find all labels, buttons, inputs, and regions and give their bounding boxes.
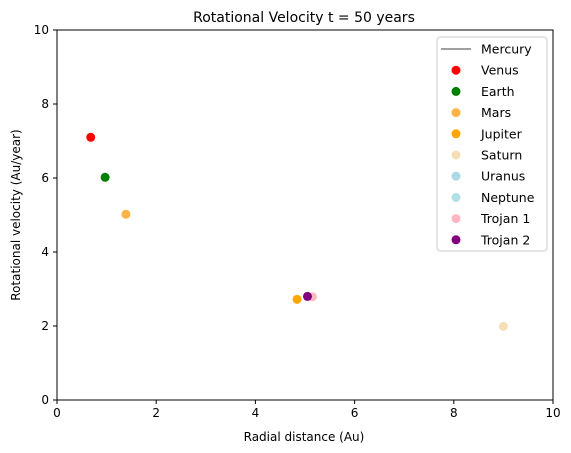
legend-label: Mercury [481,42,532,57]
x-tick-label: 8 [450,406,458,420]
y-tick-label: 2 [41,319,49,333]
data-point-saturn [498,321,508,331]
legend-swatch [451,235,461,245]
y-tick-label: 8 [41,97,49,111]
legend-swatch [451,108,461,118]
x-tick-label: 0 [53,406,61,420]
legend-label: Venus [481,63,519,78]
y-tick-label: 0 [41,393,49,407]
legend-label: Jupiter [480,126,523,141]
legend: Mercury Venus Earth Mars Jupiter Saturn Uranus… [436,36,548,252]
legend-swatch [451,129,461,139]
legend-label: Trojan 2 [480,232,530,247]
data-point-earth [100,172,110,182]
data-point-mars [121,209,131,219]
data-point-venus [86,132,96,142]
legend-label: Earth [481,84,515,99]
x-tick-label: 4 [252,406,260,420]
legend-swatch [451,214,461,224]
x-axis-ticks: 0 2 4 6 8 10 [53,400,561,420]
y-tick-label: 10 [34,23,49,37]
x-tick-label: 10 [545,406,560,420]
legend-swatch [451,150,461,160]
legend-label: Trojan 1 [480,211,530,226]
x-tick-label: 2 [152,406,160,420]
x-axis-label: Radial distance (Au) [244,430,365,444]
y-tick-label: 6 [41,171,49,185]
chart-title: Rotational Velocity t = 50 years [193,10,415,26]
y-axis-ticks: 0 2 4 6 8 10 [34,23,57,407]
legend-label: Uranus [481,169,525,184]
legend-label: Neptune [481,190,535,205]
data-points [86,132,508,331]
plot-area-frame [56,29,554,401]
y-axis-label: Rotational velocity (Au/year) [9,129,23,300]
legend-swatch [451,86,461,96]
legend-swatch [451,192,461,202]
legend-label: Mars [481,105,511,120]
data-point-trojan-2 [302,291,312,301]
legend-frame [436,36,548,252]
data-point-jupiter [292,294,302,304]
legend-swatch [451,65,461,75]
y-tick-label: 4 [41,245,49,259]
legend-swatch [451,171,461,181]
x-tick-label: 6 [351,406,359,420]
legend-label: Saturn [481,148,522,163]
